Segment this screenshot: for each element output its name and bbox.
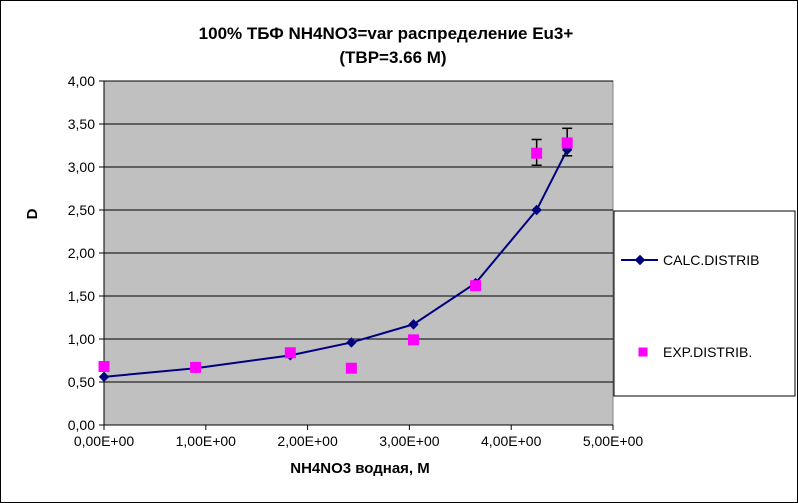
y-tick-label: 0,00 <box>68 417 95 433</box>
exp-point <box>407 334 419 346</box>
series-marks <box>98 127 573 383</box>
x-axis-title: NH4NO3 водная, М <box>290 460 430 477</box>
x-tick-label: 1,00E+00 <box>176 433 237 449</box>
y-tick-label: 2,00 <box>68 245 95 261</box>
x-tick-label: 4,00E+00 <box>481 433 542 449</box>
y-tick-label: 1,50 <box>68 288 95 304</box>
exp-point <box>531 147 543 159</box>
exp-point <box>98 361 110 373</box>
legend-calc-marker <box>634 254 646 266</box>
calc-point <box>346 337 357 348</box>
calc-point <box>531 204 542 216</box>
chart-subtitle: (TBP=3.66 M) <box>339 48 446 67</box>
x-tick-label: 5,00E+00 <box>583 433 644 449</box>
chart-title: 100% ТБФ NH4NO3=var распределение Eu3+ <box>199 24 574 43</box>
legend-calc-symbol <box>621 254 658 266</box>
calc-point <box>408 319 419 330</box>
x-tick-label: 0,00E+00 <box>74 433 135 449</box>
legend-exp-label: EXP.DISTRIB. <box>663 344 752 360</box>
legend-exp-marker <box>638 347 648 357</box>
calc-series-line <box>103 149 569 378</box>
x-tick-labels: 0,00E+00 1,00E+00 2,00E+00 3,00E+00 4,00E+00… <box>74 433 644 449</box>
legend: CALC.DISTRIB EXP.DISTRIB. <box>613 210 796 397</box>
exp-point <box>284 347 296 359</box>
y-tick-label: 0,50 <box>68 374 95 390</box>
legend-box <box>613 210 796 397</box>
y-tick-label: 2,50 <box>68 202 95 218</box>
y-tick-label: 3,50 <box>68 116 95 132</box>
exp-point <box>190 361 202 373</box>
x-tick-label: 2,00E+00 <box>277 433 338 449</box>
exp-point <box>345 362 357 374</box>
y-axis-title: D <box>24 208 41 219</box>
y-tick-label: 3,00 <box>68 159 95 175</box>
legend-exp-symbol <box>638 347 648 357</box>
y-tick-labels: 0,00 0,50 1,00 1,50 2,00 2,50 3,00 3,50 4,00 <box>68 73 95 433</box>
y-tick-label: 1,00 <box>68 331 95 347</box>
exp-point <box>561 137 573 149</box>
y-tick-label: 4,00 <box>68 73 95 89</box>
legend-calc-label: CALC.DISTRIB <box>663 252 759 268</box>
calc-point <box>98 371 110 383</box>
x-tick-label: 3,00E+00 <box>379 433 440 449</box>
exp-point <box>470 280 482 292</box>
gridlines <box>104 80 613 383</box>
